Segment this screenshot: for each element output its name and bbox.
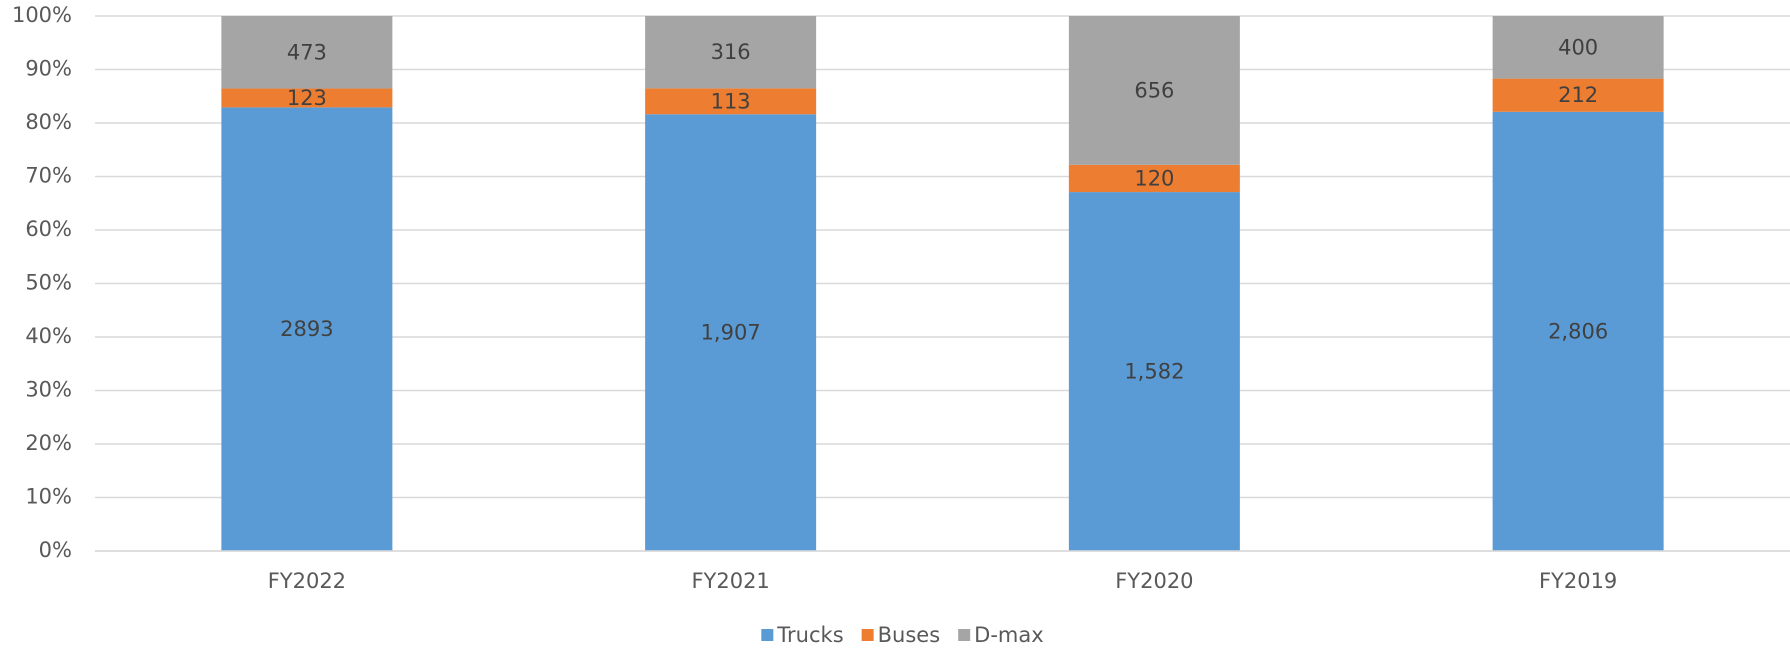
data-label: 120 [1134,166,1174,190]
legend-label: D-max [974,623,1044,647]
data-label: 400 [1558,35,1598,59]
legend-swatch [958,629,971,641]
bar [1492,111,1664,552]
legend-swatch [761,629,774,641]
bar [645,114,817,551]
bar [221,16,393,89]
data-label: 656 [1134,78,1174,102]
data-label: 473 [287,40,327,64]
y-tick-label: 20% [25,431,72,455]
bar [1068,164,1240,193]
y-tick-label: 40% [25,324,72,348]
y-tick-label: 30% [25,378,72,402]
legend-label: Buses [878,623,941,647]
data-label: 2893 [280,317,333,341]
y-tick-label: 80% [25,110,72,134]
bar [1492,16,1664,79]
data-label: 316 [711,40,751,64]
legend-swatch [861,629,874,641]
y-tick-label: 100% [12,3,72,27]
data-label: 1,907 [701,321,761,345]
y-tick-label: 70% [25,164,72,188]
bar [645,88,817,115]
legend-label: Trucks [776,623,843,647]
x-tick-label: FY2021 [691,569,769,593]
y-tick-label: 50% [25,271,72,295]
bar [1068,192,1240,552]
y-tick-label: 90% [25,57,72,81]
x-tick-label: FY2019 [1539,569,1617,593]
data-label: 113 [711,89,751,113]
bar [645,16,817,89]
bar [1492,78,1664,112]
data-label: 212 [1558,83,1598,107]
bar [221,88,393,108]
data-label: 2,806 [1548,319,1608,343]
y-tick-label: 10% [25,485,72,509]
y-tick-label: 60% [25,217,72,241]
data-label: 123 [287,86,327,110]
x-tick-label: FY2020 [1115,569,1193,593]
bar [1068,16,1240,165]
bar [221,107,393,552]
x-tick-label: FY2022 [268,569,346,593]
y-tick-label: 0% [39,538,72,562]
data-label: 1,582 [1124,360,1184,384]
